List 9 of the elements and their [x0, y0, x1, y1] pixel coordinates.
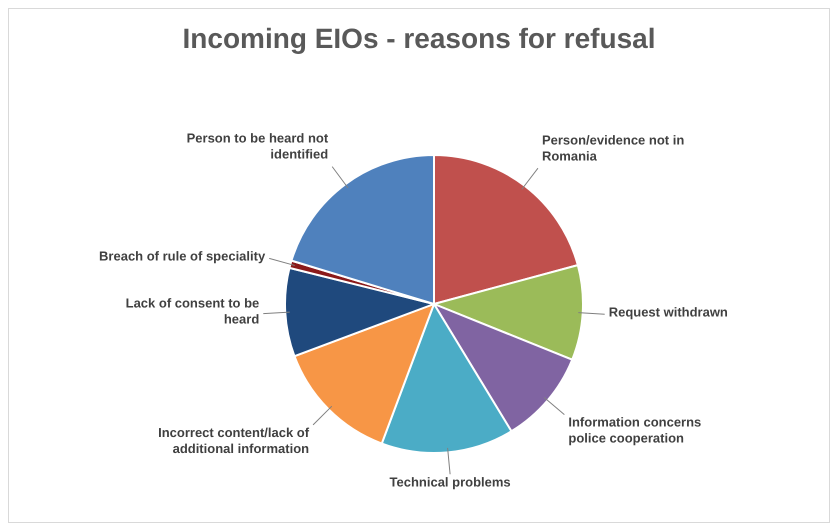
slice-label: Person to be heard not identified: [186, 130, 329, 162]
slice-label: Breach of rule of speciality: [99, 248, 266, 264]
slice-label: Information concerns police cooperation: [568, 414, 702, 446]
slice-label: Request withdrawn: [608, 304, 728, 320]
chart-title: Incoming EIOs - reasons for refusal: [181, 22, 656, 56]
slice-label: Incorrect content/lack of additional information: [158, 424, 310, 456]
slice-label: Technical problems: [390, 474, 511, 490]
slice-label: Lack of consent to be heard: [126, 296, 260, 327]
slice-label: Person/evidence not in Romania: [542, 132, 684, 164]
